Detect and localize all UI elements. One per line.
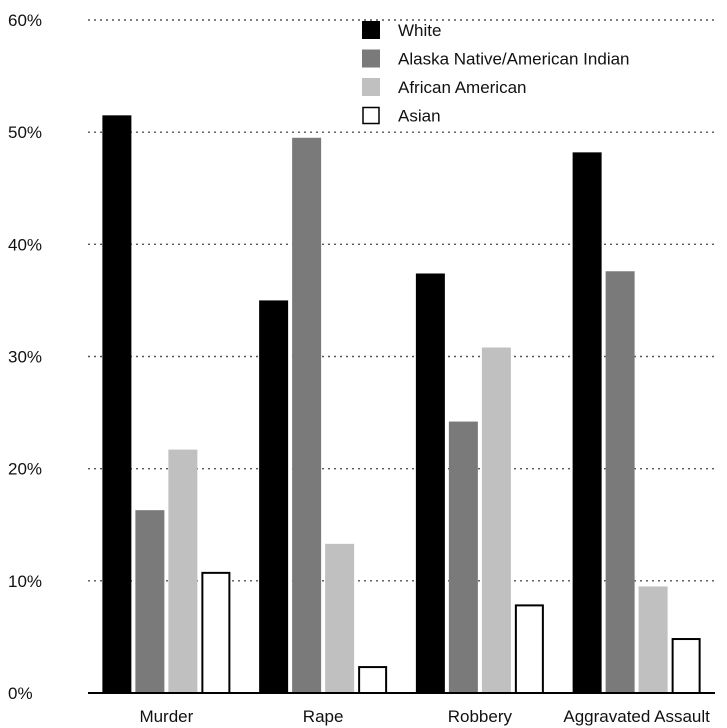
legend-label: African American bbox=[398, 78, 527, 97]
x-category-label: Aggravated Assault bbox=[563, 707, 710, 726]
bar-alaska-native-american-indian-murder bbox=[135, 510, 165, 693]
legend-swatch bbox=[362, 49, 380, 68]
bar-asian-aggravated-assault bbox=[671, 638, 701, 694]
y-axis-ticks: 0% 10% 20% 30% 40% 50% 60% bbox=[8, 11, 42, 703]
legend-label: White bbox=[398, 21, 441, 40]
x-category-label: Robbery bbox=[448, 707, 513, 726]
bar-white-murder bbox=[102, 115, 132, 693]
bar-alaska-native-american-indian-rape bbox=[292, 137, 322, 693]
y-tick-label: 20% bbox=[8, 460, 42, 479]
bar-white-rape bbox=[259, 300, 289, 693]
bar-african-american-aggravated-assault bbox=[638, 586, 668, 693]
bar-african-american-murder bbox=[168, 449, 198, 693]
bar-white-aggravated-assault bbox=[572, 152, 602, 693]
legend-swatch bbox=[362, 21, 380, 39]
legend-label: Asian bbox=[398, 107, 441, 126]
legend-label: Alaska Native/American Indian bbox=[398, 50, 630, 69]
y-tick-label: 30% bbox=[8, 348, 42, 367]
legend-swatch bbox=[362, 106, 380, 125]
bar-african-american-robbery bbox=[481, 347, 511, 693]
bar-white-robbery bbox=[415, 273, 445, 693]
bar-alaska-native-american-indian-aggravated-assault bbox=[605, 271, 635, 693]
y-tick-label: 40% bbox=[8, 235, 42, 254]
bar-alaska-native-american-indian-robbery bbox=[448, 421, 478, 693]
legend-swatch bbox=[362, 78, 380, 96]
bar-asian-robbery bbox=[514, 604, 544, 694]
bars bbox=[102, 115, 701, 695]
x-category-label: Murder bbox=[139, 707, 193, 726]
y-tick-label: 50% bbox=[8, 123, 42, 142]
legend: White Alaska Native/American Indian Africa… bbox=[362, 21, 630, 126]
bar-african-american-rape bbox=[325, 543, 355, 693]
y-tick-label: 0% bbox=[8, 684, 33, 703]
y-tick-label: 60% bbox=[8, 11, 42, 30]
y-tick-label: 10% bbox=[8, 572, 42, 591]
x-category-label: Rape bbox=[303, 707, 344, 726]
bar-asian-murder bbox=[201, 571, 231, 694]
bar-asian-rape bbox=[358, 666, 388, 695]
category-labels: Murder Rape Robbery Aggravated Assault bbox=[139, 707, 710, 726]
